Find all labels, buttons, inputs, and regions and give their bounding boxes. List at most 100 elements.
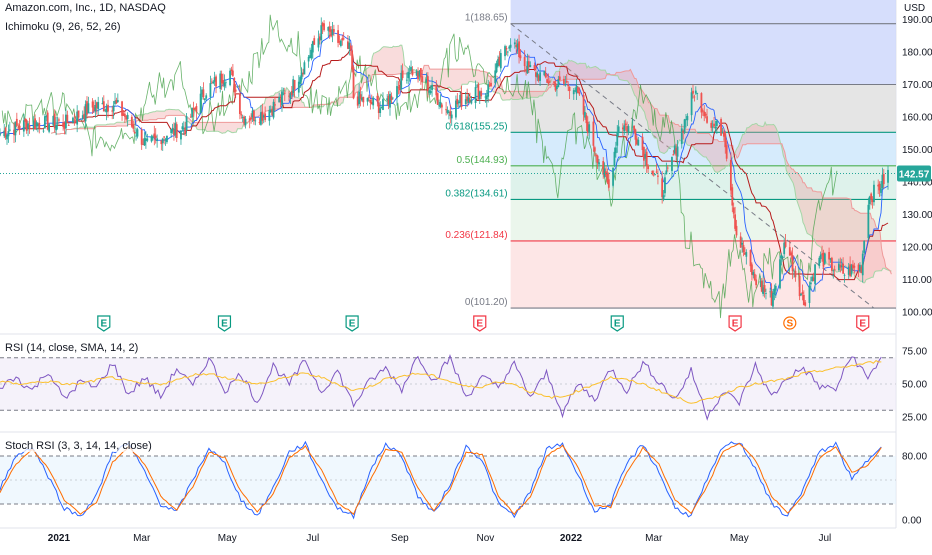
candle-body bbox=[258, 121, 261, 123]
candle-body bbox=[182, 128, 185, 130]
candle-body bbox=[657, 175, 659, 177]
candle-body bbox=[348, 42, 351, 50]
earnings-marker-label: E bbox=[732, 319, 739, 330]
rsi-legend-text: RSI (14, close, SMA, 14, 2) bbox=[4, 342, 140, 354]
earnings-icon bbox=[97, 315, 111, 332]
candle-body bbox=[317, 38, 320, 48]
ichimoku-legend[interactable]: Ichimoku (9, 26, 52, 26) bbox=[4, 21, 122, 33]
candle-body bbox=[330, 29, 332, 37]
candle-body bbox=[725, 145, 728, 159]
candle-body bbox=[310, 49, 313, 59]
candle-body bbox=[829, 258, 832, 260]
candle-body bbox=[474, 87, 477, 103]
chikou-span bbox=[1, 14, 838, 319]
time-tick-label: 2021 bbox=[48, 533, 71, 544]
price-tick-label: 180.00 bbox=[902, 47, 932, 58]
candle-body bbox=[495, 63, 498, 73]
candle-body bbox=[405, 79, 408, 81]
candle-body bbox=[341, 38, 344, 41]
earnings-marker-label: E bbox=[614, 319, 621, 330]
rsi-legend[interactable]: RSI (14, close, SMA, 14, 2) bbox=[4, 342, 140, 354]
candle-body bbox=[95, 102, 98, 109]
candle-body bbox=[830, 257, 833, 271]
candle-body bbox=[784, 242, 787, 247]
candle-body bbox=[450, 114, 453, 119]
candle-body bbox=[231, 70, 234, 76]
earnings-marker-label: E bbox=[476, 319, 483, 330]
candle-body bbox=[729, 159, 732, 191]
candle-body bbox=[112, 105, 115, 112]
candle-body bbox=[45, 115, 48, 118]
candle-body bbox=[759, 281, 762, 283]
candle-body bbox=[706, 116, 708, 123]
candle-body bbox=[722, 131, 725, 137]
candle-body bbox=[832, 270, 835, 272]
time-tick-label: May bbox=[218, 533, 237, 544]
symbol-title[interactable]: Amazon.com, Inc., 1D, NASDAQ bbox=[4, 2, 167, 14]
candle-body bbox=[631, 126, 634, 128]
candle-body bbox=[213, 77, 216, 82]
candle-body bbox=[105, 105, 108, 113]
candle-body bbox=[220, 73, 223, 84]
candle-body bbox=[852, 264, 854, 269]
candle-body bbox=[878, 183, 881, 191]
ichimoku-legend-text: Ichimoku (9, 26, 52, 26) bbox=[4, 21, 122, 33]
stoch-rsi-legend[interactable]: Stoch RSI (3, 3, 14, 14, close) bbox=[4, 440, 153, 452]
candle-body bbox=[598, 162, 600, 165]
candle-body bbox=[720, 119, 722, 136]
candle-body bbox=[170, 129, 173, 134]
kumo-cloud bbox=[51, 45, 892, 283]
candle-body bbox=[861, 253, 864, 276]
candle-body bbox=[627, 126, 630, 133]
time-tick-label: Mar bbox=[133, 533, 151, 544]
candle-body bbox=[194, 107, 196, 110]
price-tick-label: 110.00 bbox=[902, 275, 932, 286]
candle-body bbox=[8, 129, 11, 131]
candle-body bbox=[262, 115, 265, 118]
candle-body bbox=[857, 264, 860, 271]
candle-body bbox=[843, 274, 846, 276]
candle-body bbox=[881, 174, 884, 189]
candle-body bbox=[613, 151, 616, 166]
candle-body bbox=[160, 140, 163, 145]
candle-body bbox=[847, 266, 850, 275]
candle-body bbox=[62, 122, 65, 127]
candle-body bbox=[22, 120, 25, 132]
candle-body bbox=[661, 178, 664, 198]
candle-body bbox=[269, 109, 272, 113]
time-tick-label: May bbox=[730, 533, 749, 544]
candle-body bbox=[652, 174, 655, 176]
candle-body bbox=[150, 136, 153, 142]
time-tick-label: Nov bbox=[476, 533, 494, 544]
candle-body bbox=[52, 115, 55, 126]
candle-body bbox=[202, 89, 205, 98]
candle-body bbox=[289, 93, 292, 99]
candle-body bbox=[386, 98, 389, 100]
candle-body bbox=[455, 100, 457, 118]
candle-body bbox=[327, 26, 330, 31]
candle-body bbox=[633, 125, 635, 130]
candle-body bbox=[293, 79, 296, 90]
candle-body bbox=[508, 46, 511, 49]
candle-body bbox=[166, 135, 168, 143]
candle-body bbox=[868, 196, 871, 205]
candle-body bbox=[205, 95, 208, 99]
candle-body bbox=[72, 117, 74, 123]
candle-body bbox=[765, 293, 767, 294]
candle-body bbox=[464, 99, 467, 105]
candle-body bbox=[808, 285, 811, 303]
candle-body bbox=[554, 82, 557, 91]
candle-body bbox=[156, 138, 159, 142]
candle-body bbox=[603, 168, 606, 177]
candle-body bbox=[774, 285, 777, 291]
candle-body bbox=[101, 103, 104, 105]
candle-body bbox=[871, 200, 874, 203]
candle-body bbox=[751, 264, 753, 275]
candle-body bbox=[331, 29, 334, 36]
candle-body bbox=[588, 124, 591, 133]
candle-body bbox=[36, 123, 39, 126]
fib-level-label: 0(101.20) bbox=[465, 297, 508, 308]
candle-body bbox=[362, 96, 365, 103]
last-price-tag bbox=[897, 165, 931, 182]
